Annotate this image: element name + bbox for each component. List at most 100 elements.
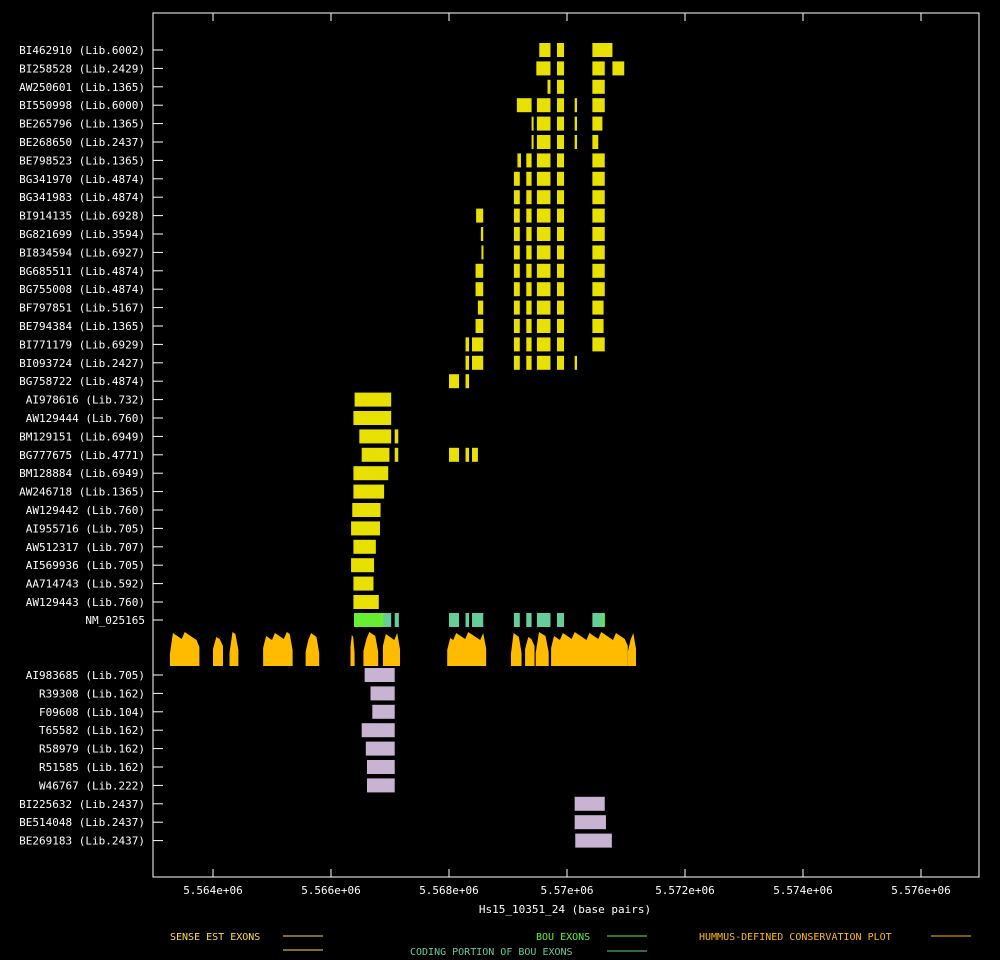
legend: SENSE EST EXONS BOU EXONS CODING PORTION O… — [170, 932, 971, 958]
sense-track-exon — [472, 337, 484, 352]
antisense-track-exon — [372, 704, 395, 719]
sense-track-exon — [536, 190, 551, 205]
conservation-peak — [447, 632, 487, 666]
sense-track-label: BE268650 (Lib.2437) — [19, 136, 145, 149]
sense-track-exon — [536, 263, 551, 278]
sense-track-exon — [556, 79, 565, 94]
sense-track-exon — [475, 263, 484, 278]
sense-track-exon — [556, 43, 565, 57]
conservation-peak — [551, 632, 628, 666]
bou-exon — [394, 613, 399, 627]
sense-track-exon — [592, 98, 605, 113]
sense-track-label: AI569936 (Lib.705) — [26, 559, 145, 572]
antisense-track-exon — [574, 796, 605, 811]
sense-track-label: BI914135 (Lib.6928) — [19, 210, 145, 223]
sense-track-label: BG777675 (Lib.4771) — [19, 449, 145, 462]
sense-track-exon — [556, 208, 565, 223]
x-tick-label: 5.57e+06 — [541, 884, 594, 897]
sense-track-exon — [513, 300, 520, 315]
sense-track-exon — [556, 282, 565, 297]
antisense-track-exon — [370, 686, 395, 701]
sense-track-exon — [353, 595, 379, 609]
sense-track-exon — [556, 116, 565, 131]
conservation-peak — [213, 637, 224, 666]
sense-track-exon — [536, 355, 551, 370]
plot-frame — [152, 12, 980, 878]
sense-track-exon — [394, 447, 399, 462]
sense-track-exon — [353, 466, 389, 481]
sense-track-exon — [465, 447, 470, 462]
sense-track-exon — [465, 374, 470, 389]
x-tick-label: 5.574e+06 — [773, 884, 833, 897]
conservation-peak — [363, 632, 379, 666]
sense-track-exon — [556, 227, 565, 241]
sense-track-exon — [351, 558, 375, 573]
sense-track-label: AW250601 (Lib.1365) — [19, 81, 145, 94]
sense-track-label: BM128884 (Lib.6949) — [19, 467, 145, 480]
sense-track-exon — [592, 337, 605, 352]
sense-track-exon — [526, 190, 532, 205]
antisense-track-exon — [575, 833, 612, 848]
antisense-track-label: BI225632 (Lib.2437) — [19, 798, 145, 811]
sense-track-exon — [536, 282, 551, 297]
antisense-track-label: F09608 (Lib.104) — [39, 706, 145, 719]
bou-exon — [556, 613, 565, 627]
sense-track-exon — [516, 98, 532, 113]
sense-track-exon — [477, 300, 484, 315]
sense-track-exon — [449, 374, 460, 389]
sense-track-exon — [526, 171, 532, 186]
sense-track-exon — [556, 171, 565, 186]
sense-track-exon — [526, 319, 532, 333]
antisense-track-label: AI983685 (Lib.705) — [26, 669, 145, 682]
sense-track-exon — [556, 319, 565, 333]
bou-exon — [449, 613, 460, 627]
x-tick-label: 5.568e+06 — [419, 884, 479, 897]
sense-track-exon — [556, 245, 565, 260]
sense-track-exon — [574, 135, 578, 149]
sense-track-exon — [536, 98, 551, 113]
sense-track-exon — [536, 135, 551, 149]
sense-track-label: BG341970 (Lib.4874) — [19, 173, 145, 186]
sense-track-exon — [513, 227, 520, 241]
sense-track-exon — [536, 208, 551, 223]
sense-track-exon — [513, 319, 520, 333]
sense-track-exon — [476, 208, 484, 223]
conservation-peak — [350, 635, 355, 666]
sense-track-label: BG758722 (Lib.4874) — [19, 375, 145, 388]
legend-sense: SENSE EST EXONS — [170, 932, 260, 943]
antisense-track-label: R58979 (Lib.162) — [39, 743, 145, 756]
sense-track-exon — [513, 337, 520, 352]
legend-coding: CODING PORTION OF BOU EXONS — [410, 947, 573, 958]
antisense-track-label: T65582 (Lib.162) — [39, 724, 145, 737]
sense-track-exon — [526, 355, 532, 370]
sense-track-exon — [513, 245, 520, 260]
antisense-track-label: BE269183 (Lib.2437) — [19, 835, 145, 848]
sense-track-label: BI834594 (Lib.6927) — [19, 246, 145, 259]
sense-track-exon — [353, 576, 374, 591]
bou-exon — [513, 613, 520, 627]
antisense-track-exon — [574, 815, 606, 830]
x-tick-label: 5.576e+06 — [891, 884, 951, 897]
antisense-track-exon — [365, 741, 395, 756]
conservation-peak — [510, 633, 522, 666]
sense-track-exon — [536, 153, 551, 168]
sense-track-exon — [536, 245, 551, 260]
sense-track-exon — [353, 484, 385, 499]
sense-track-exon — [592, 171, 605, 186]
antisense-track-exon — [366, 760, 395, 774]
sense-track-label: BM129151 (Lib.6949) — [19, 430, 145, 443]
sense-track-exon — [592, 245, 605, 260]
sense-track-label: BI462910 (Lib.6002) — [19, 44, 145, 57]
sense-track-label: BE798523 (Lib.1365) — [19, 154, 145, 167]
conservation-peak — [305, 633, 320, 666]
sense-track-exon — [592, 300, 604, 315]
sense-track-label: AW512317 (Lib.707) — [26, 541, 145, 554]
sense-track-exon — [475, 282, 484, 297]
conservation-peak — [535, 632, 549, 666]
sense-track-exon — [513, 190, 520, 205]
antisense-track-label: W46767 (Lib.222) — [39, 779, 145, 792]
conservation-peak — [263, 632, 293, 666]
sense-track-exon — [526, 245, 532, 260]
sense-track-exon — [574, 116, 578, 131]
sense-track-exon — [547, 79, 551, 94]
